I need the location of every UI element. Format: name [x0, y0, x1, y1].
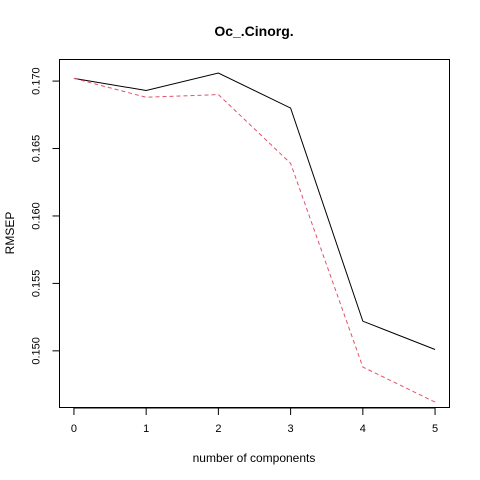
- x-axis-label: number of components: [193, 451, 316, 465]
- y-tick-label: 0.150: [31, 337, 43, 365]
- chart-title: Oc_.Cinorg.: [214, 23, 293, 39]
- x-tick-label: 5: [432, 423, 438, 435]
- x-tick-label: 1: [143, 423, 149, 435]
- y-axis-label: RMSEP: [3, 212, 17, 255]
- y-tick-label: 0.160: [31, 202, 43, 230]
- x-tick-label: 4: [360, 423, 366, 435]
- plot-frame: [59, 59, 450, 408]
- y-tick-label: 0.165: [31, 135, 43, 163]
- y-axis: 0.150 0.155 0.160 0.165 0.170: [31, 67, 60, 365]
- y-tick-label: 0.170: [31, 67, 43, 95]
- series-line-2: [73, 77, 436, 403]
- y-tick-label: 0.155: [31, 270, 43, 298]
- series-layer: [73, 72, 436, 403]
- series-line-1: [73, 72, 436, 350]
- x-tick-label: 3: [288, 423, 294, 435]
- x-tick-label: 2: [215, 423, 221, 435]
- x-tick-label: 0: [71, 423, 77, 435]
- x-axis: 0 1 2 3 4 5: [71, 407, 438, 435]
